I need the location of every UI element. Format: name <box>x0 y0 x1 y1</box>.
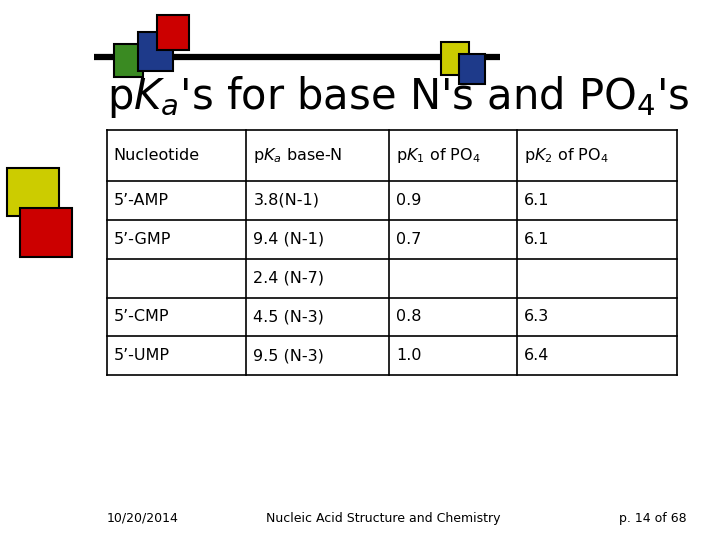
Text: 5’-UMP: 5’-UMP <box>114 348 170 363</box>
Text: 0.7: 0.7 <box>396 232 421 247</box>
Bar <box>20 208 72 256</box>
Text: 5’-CMP: 5’-CMP <box>114 309 169 325</box>
Bar <box>7 168 59 216</box>
Text: p. 14 of 68: p. 14 of 68 <box>619 512 687 525</box>
Text: Nucleic Acid Structure and Chemistry: Nucleic Acid Structure and Chemistry <box>266 512 501 525</box>
Bar <box>459 54 485 84</box>
Text: 10/20/2014: 10/20/2014 <box>107 512 179 525</box>
Text: p$\it{K}_a$ base-N: p$\it{K}_a$ base-N <box>253 146 343 165</box>
Text: 4.5 (N-3): 4.5 (N-3) <box>253 309 324 325</box>
Bar <box>114 44 143 77</box>
Text: 5’-AMP: 5’-AMP <box>114 193 168 208</box>
Text: 6.4: 6.4 <box>524 348 549 363</box>
Text: 2.4 (N-7): 2.4 (N-7) <box>253 271 325 286</box>
Text: 1.0: 1.0 <box>396 348 421 363</box>
Text: Nucleotide: Nucleotide <box>114 148 200 163</box>
Bar <box>157 15 189 50</box>
Text: 5’-GMP: 5’-GMP <box>114 232 171 247</box>
Text: 6.1: 6.1 <box>524 232 550 247</box>
Text: 3.8(N-1): 3.8(N-1) <box>253 193 320 208</box>
Bar <box>441 42 469 75</box>
Text: p$\it{K}_1$ of PO$_4$: p$\it{K}_1$ of PO$_4$ <box>396 146 481 165</box>
Text: 9.5 (N-3): 9.5 (N-3) <box>253 348 324 363</box>
Text: 6.1: 6.1 <box>524 193 550 208</box>
Text: p$\it{K}_a$'s for base N's and PO$_4$'s: p$\it{K}_a$'s for base N's and PO$_4$'s <box>107 74 689 120</box>
Text: 0.8: 0.8 <box>396 309 421 325</box>
Text: 6.3: 6.3 <box>524 309 549 325</box>
Text: 9.4 (N-1): 9.4 (N-1) <box>253 232 325 247</box>
Bar <box>138 32 173 71</box>
Text: p$\it{K}_2$ of PO$_4$: p$\it{K}_2$ of PO$_4$ <box>524 146 609 165</box>
Text: 0.9: 0.9 <box>396 193 421 208</box>
